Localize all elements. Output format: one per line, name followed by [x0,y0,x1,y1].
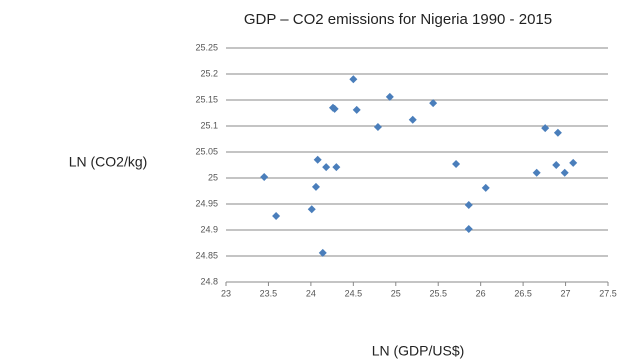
point [373,123,382,132]
point [272,211,281,220]
y-tick-label: 24.8 [200,276,218,286]
point [541,124,550,133]
x-axis-label: LN (GDP/US$) [372,343,465,359]
point [464,201,473,210]
chart-title: GDP – CO2 emissions for Nigeria 1990 - 2… [244,11,552,28]
point [408,115,417,124]
y-tick-label: 24.9 [200,224,218,234]
point [532,168,541,177]
y-tick-label: 25.1 [200,120,218,130]
x-tick-label: 25.5 [429,288,447,298]
y-tick-label: 25.15 [195,94,218,104]
point [318,248,327,257]
y-tick-label: 25.25 [195,42,218,52]
point [385,92,394,101]
x-tick-label: 23.5 [260,288,278,298]
point [429,99,438,108]
point [260,172,269,181]
y-tick-label: 25.2 [200,68,218,78]
point [307,205,316,214]
x-tick-label: 24.5 [345,288,363,298]
y-tick-label: 24.95 [195,198,218,208]
point [349,75,358,84]
point [322,163,331,172]
x-tick-label: 23 [221,288,231,298]
x-tick-label: 27 [561,288,571,298]
point [552,161,561,169]
point [311,182,320,191]
point [560,168,569,177]
point [464,224,473,233]
point [553,128,562,137]
point [352,105,361,114]
y-tick-label: 25.05 [195,146,218,156]
point [481,183,490,192]
x-tick-label: 26 [476,288,486,298]
point [569,158,578,167]
x-tick-label: 27.5 [599,288,617,298]
point [332,163,341,172]
x-tick-label: 25 [391,288,401,298]
x-tick-label: 24 [306,288,316,298]
point [313,155,322,164]
y-tick-label: 25 [208,172,218,182]
y-tick-label: 24.85 [195,250,218,260]
point [452,159,461,168]
point [330,104,339,113]
y-axis-label: LN (CO2/kg) [69,154,148,170]
x-tick-label: 26.5 [514,288,532,298]
